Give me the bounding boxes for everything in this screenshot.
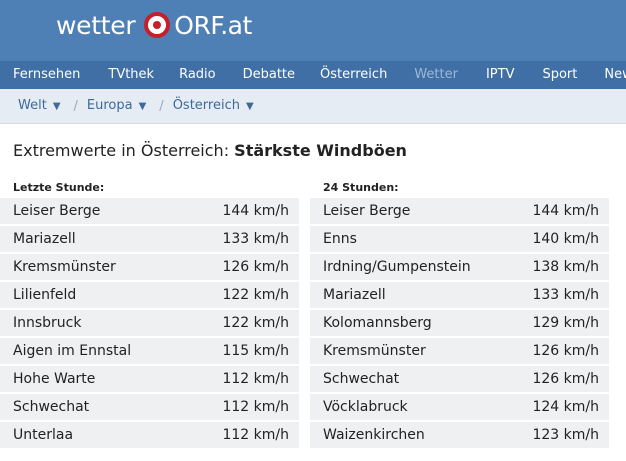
- station-name: Unterlaa: [13, 427, 74, 443]
- breadcrumb: Welt ▼ / Europa ▼ / Österreich ▼: [0, 89, 626, 124]
- gust-value: 144 km/h: [222, 203, 289, 219]
- nav-fernsehen[interactable]: Fernsehen: [13, 67, 81, 82]
- 24-hours-heading: 24 Stunden:: [323, 181, 399, 194]
- gust-value: 115 km/h: [222, 343, 289, 359]
- station-name: Vöcklabruck: [323, 399, 408, 415]
- gust-value: 138 km/h: [532, 259, 599, 275]
- gust-value: 112 km/h: [222, 427, 289, 443]
- station-name: Hohe Warte: [13, 371, 96, 387]
- table-row: Schwechat 126 km/h: [310, 366, 609, 392]
- table-row: Kolomannsberg 129 km/h: [310, 310, 609, 336]
- table-row: Schwechat 112 km/h: [0, 394, 299, 420]
- breadcrumb-europa[interactable]: Europa ▼: [87, 89, 146, 124]
- gust-value: 144 km/h: [532, 203, 599, 219]
- gust-value: 126 km/h: [222, 259, 289, 275]
- gust-value: 122 km/h: [222, 315, 289, 331]
- table-row: Leiser Berge 144 km/h: [0, 198, 299, 224]
- logo-orf-text: ORF.at: [174, 10, 252, 40]
- gust-value: 124 km/h: [532, 399, 599, 415]
- station-name: Aigen im Ennstal: [13, 343, 132, 359]
- nav-debatte[interactable]: Debatte: [242, 67, 296, 82]
- orf-eye-icon: [144, 12, 171, 38]
- breadcrumb-europa-label: Europa: [86, 97, 133, 113]
- station-name: Lilienfeld: [13, 287, 77, 303]
- station-name: Waizenkirchen: [323, 427, 425, 443]
- station-name: Enns: [323, 231, 357, 247]
- nav-news[interactable]: News: [604, 67, 626, 82]
- nav-tvthek[interactable]: TVthek: [108, 67, 155, 82]
- site-header: wetter ORF.at: [0, 0, 626, 61]
- station-name: Leiser Berge: [13, 203, 101, 219]
- page-title-prefix: Extremwerte in Österreich:: [13, 141, 230, 160]
- 24-hours-table: 24 Stunden: Leiser Berge 144 km/h Enns 140…: [310, 178, 609, 450]
- table-row: Leiser Berge 144 km/h: [310, 198, 609, 224]
- breadcrumb-oesterreich-label: Österreich: [172, 97, 240, 113]
- dropdown-arrow-icon: ▼: [52, 100, 61, 112]
- gust-value: 133 km/h: [532, 287, 599, 303]
- table-row: Unterlaa 112 km/h: [0, 422, 299, 448]
- breadcrumb-oesterreich[interactable]: Österreich ▼: [173, 89, 254, 124]
- station-name: Mariazell: [323, 287, 386, 303]
- table-row: Innsbruck 122 km/h: [0, 310, 299, 336]
- gust-value: 123 km/h: [532, 427, 599, 443]
- gust-value: 126 km/h: [532, 343, 599, 359]
- gust-value: 140 km/h: [532, 231, 599, 247]
- table-row: Kremsmünster 126 km/h: [310, 338, 609, 364]
- station-name: Schwechat: [13, 399, 90, 415]
- gust-value: 112 km/h: [222, 371, 289, 387]
- last-hour-heading: Letzte Stunde:: [13, 181, 105, 194]
- table-row: Mariazell 133 km/h: [310, 282, 609, 308]
- gust-value: 126 km/h: [532, 371, 599, 387]
- table-row: Kremsmünster 126 km/h: [0, 254, 299, 280]
- nav-radio[interactable]: Radio: [179, 67, 216, 82]
- station-name: Mariazell: [13, 231, 76, 247]
- table-row: Mariazell 133 km/h: [0, 226, 299, 252]
- gust-value: 129 km/h: [532, 315, 599, 331]
- breadcrumb-welt[interactable]: Welt ▼: [18, 89, 61, 124]
- table-row: Waizenkirchen 123 km/h: [310, 422, 609, 448]
- nav-sport[interactable]: Sport: [542, 67, 578, 82]
- dropdown-arrow-icon: ▼: [138, 100, 147, 112]
- station-name: Kremsmünster: [323, 343, 426, 359]
- breadcrumb-separator: /: [73, 98, 78, 114]
- station-name: Innsbruck: [13, 315, 82, 331]
- table-row: Irdning/Gumpenstein 138 km/h: [310, 254, 609, 280]
- wetter-orf-logo[interactable]: wetter ORF.at: [56, 8, 252, 42]
- table-row: Vöcklabruck 124 km/h: [310, 394, 609, 420]
- gust-value: 122 km/h: [222, 287, 289, 303]
- station-name: Leiser Berge: [323, 203, 411, 219]
- nav-wetter[interactable]: Wetter: [414, 67, 458, 82]
- table-row: Enns 140 km/h: [310, 226, 609, 252]
- table-row: Hohe Warte 112 km/h: [0, 366, 299, 392]
- page-title: Extremwerte in Österreich: Stärkste Wind…: [13, 141, 407, 160]
- last-hour-table: Letzte Stunde: Leiser Berge 144 km/h Mari…: [0, 178, 299, 450]
- breadcrumb-welt-label: Welt: [18, 97, 47, 113]
- table-row: Lilienfeld 122 km/h: [0, 282, 299, 308]
- nav-iptv[interactable]: IPTV: [485, 67, 515, 82]
- station-name: Kolomannsberg: [323, 315, 432, 331]
- dropdown-arrow-icon: ▼: [245, 100, 254, 112]
- station-name: Schwechat: [323, 371, 400, 387]
- page-title-bold: Stärkste Windböen: [234, 141, 407, 160]
- station-name: Irdning/Gumpenstein: [323, 259, 471, 275]
- nav-oesterreich[interactable]: Österreich: [320, 67, 388, 82]
- station-name: Kremsmünster: [13, 259, 116, 275]
- main-nav: Fernsehen TVthek Radio Debatte Österreic…: [0, 61, 626, 89]
- gust-value: 112 km/h: [222, 399, 289, 415]
- table-row: Aigen im Ennstal 115 km/h: [0, 338, 299, 364]
- gust-value: 133 km/h: [222, 231, 289, 247]
- breadcrumb-separator: /: [159, 98, 164, 114]
- logo-wetter-text: wetter: [56, 10, 136, 40]
